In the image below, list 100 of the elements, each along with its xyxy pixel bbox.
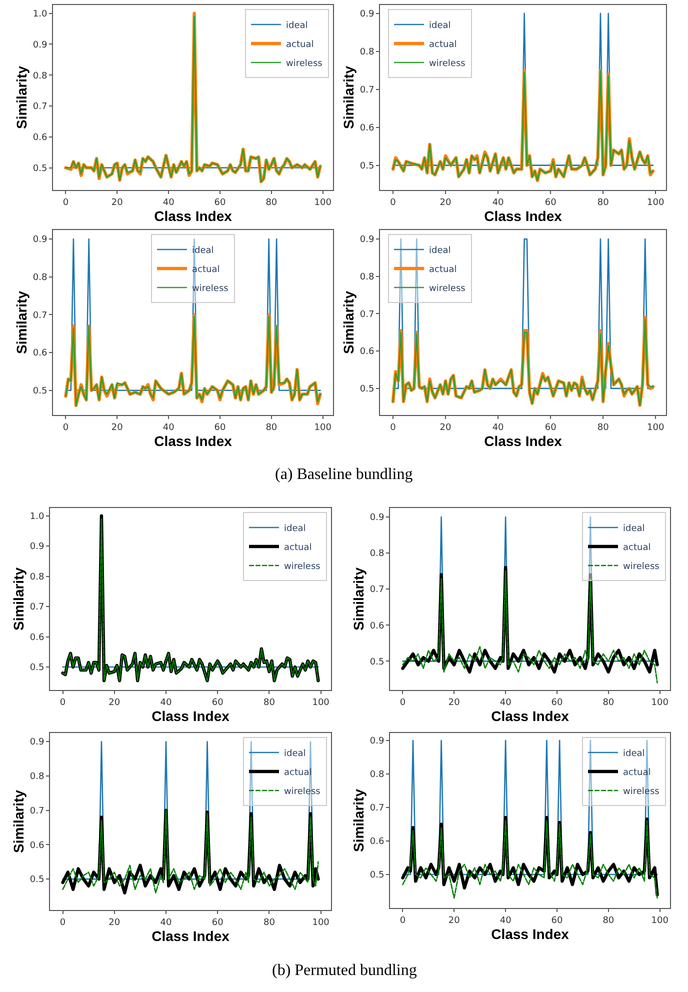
y-tick-label: 0.9 [32,40,48,50]
legend-label: actual [286,40,314,50]
x-tick-label: 100 [312,698,330,708]
y-axis-title: Similarity [340,66,356,130]
x-tick-label: 80 [602,916,614,926]
legend-label: wireless [623,562,660,572]
y-tick-label: 0.6 [360,347,374,358]
y-tick-label: 0.9 [32,235,48,246]
legend-label: actual [623,543,651,554]
x-tick-label: 60 [212,698,224,708]
y-tick-label: 0.9 [30,738,44,748]
y-tick-label: 0.7 [32,102,48,112]
x-tick-label: 60 [551,916,563,926]
legend-label: ideal [623,524,645,534]
x-tick-label: 80 [597,198,610,208]
y-tick-label: 0.7 [360,85,374,96]
y-tick-label: 0.8 [32,273,48,284]
y-tick-label: 0.8 [370,549,384,560]
legend-label: actual [429,265,457,276]
x-tick-label: 0 [60,918,66,928]
x-tick-label: 100 [312,918,330,928]
legend-label: ideal [286,21,308,32]
y-tick-label: 0.9 [370,736,384,747]
x-tick-label: 40 [492,422,504,433]
y-axis-title: Similarity [340,290,356,354]
x-tick-label: 60 [212,918,224,928]
y-tick-label: 0.8 [30,572,44,582]
x-tick-label: 100 [651,916,669,926]
x-tick-label: 80 [263,698,276,708]
y-tick-label: 0.6 [30,632,44,643]
x-tick-label: 20 [108,918,120,928]
x-tick-label: 80 [266,422,278,433]
x-tick-label: 80 [597,422,610,433]
legend-label: actual [623,768,651,778]
x-tick-label: 0 [62,198,69,208]
y-tick-label: 0.5 [32,386,48,397]
y-axis-title: Similarity [13,66,30,130]
y-tick-label: 0.9 [360,235,374,246]
x-tick-label: 0 [400,698,406,708]
y-tick-label: 0.5 [360,161,374,172]
x-tick-label: 0 [400,916,406,926]
y-tick-label: 0.7 [30,806,44,816]
x-tick-label: 60 [544,198,557,208]
legend-label: ideal [284,749,306,760]
x-tick-label: 100 [647,198,664,208]
y-tick-label: 0.6 [30,840,44,851]
x-tick-label: 100 [647,422,664,433]
y-tick-label: 0.5 [30,663,44,674]
y-axis-title: Similarity [10,567,26,631]
legend-label: ideal [429,246,451,256]
x-axis-title: Class Index [154,208,232,224]
x-tick-label: 40 [160,918,172,928]
x-axis-title: Class Index [152,708,230,724]
x-tick-label: 80 [263,918,276,928]
y-tick-label: 0.9 [30,542,44,552]
y-tick-label: 0.6 [360,123,374,134]
x-tick-label: 20 [448,698,460,708]
x-tick-label: 20 [111,198,124,208]
y-axis-title: Similarity [13,290,30,354]
x-tick-label: 0 [390,198,396,208]
y-tick-label: 0.7 [370,585,384,596]
y-axis-title: Similarity [350,567,366,631]
x-tick-label: 40 [500,698,512,708]
legend-label: actual [192,265,220,276]
y-tick-label: 0.5 [360,384,374,395]
legend-label: ideal [284,524,306,534]
legend-label: wireless [284,787,321,798]
legend-label: wireless [286,59,323,70]
x-tick-label: 0 [390,422,396,433]
x-tick-label: 40 [492,198,504,208]
x-tick-label: 60 [214,422,226,433]
y-tick-label: 0.7 [30,602,44,613]
legend-label: actual [429,40,457,50]
x-axis-title: Class Index [152,928,230,944]
legend-label: wireless [429,284,466,294]
x-tick-label: 60 [214,198,226,208]
text: (a) Baseline bundling [275,466,413,483]
x-tick-label: 0 [62,422,69,433]
y-tick-label: 1.0 [30,512,44,522]
legend-label: actual [284,543,312,554]
y-tick-label: 0.5 [30,875,44,886]
y-tick-label: 0.6 [370,621,384,632]
y-tick-label: 0.8 [360,47,374,58]
y-tick-label: 0.8 [360,272,374,282]
x-tick-label: 40 [162,198,175,208]
y-axis-title: Similarity [350,788,366,852]
x-tick-label: 20 [440,198,452,208]
x-tick-label: 40 [500,916,512,926]
y-tick-label: 0.8 [30,772,44,782]
y-tick-label: 0.8 [32,71,48,82]
legend-label: ideal [623,749,645,760]
x-tick-label: 100 [314,198,332,208]
text: (b) Permuted bundling [272,962,417,979]
x-tick-label: 20 [111,422,124,433]
y-tick-label: 1.0 [32,9,48,20]
y-tick-label: 0.6 [32,133,48,144]
legend-label: wireless [429,59,466,70]
x-tick-label: 40 [160,698,172,708]
x-tick-label: 60 [551,698,563,708]
x-tick-label: 60 [544,422,557,433]
